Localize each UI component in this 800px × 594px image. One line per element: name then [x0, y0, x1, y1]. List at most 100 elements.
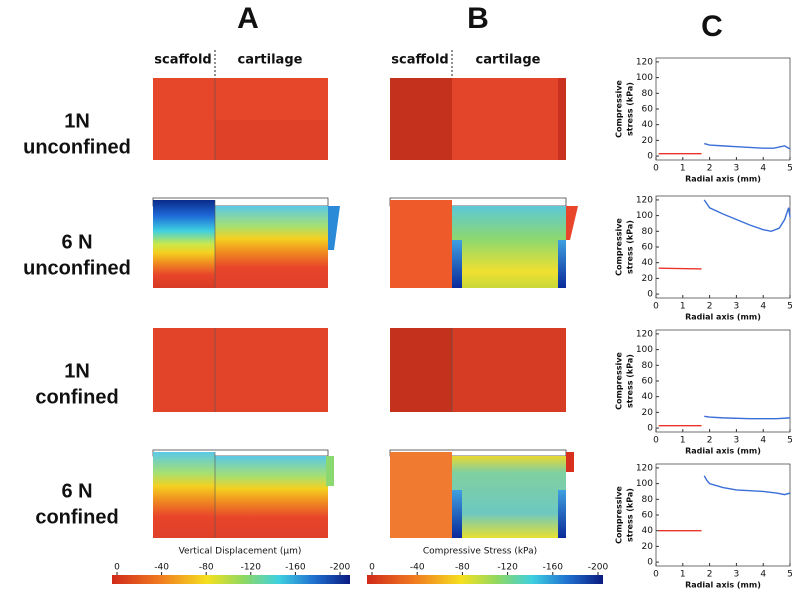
y-tick-label: 40	[642, 258, 654, 268]
field-plot	[389, 449, 574, 538]
y-tick-label: 80	[642, 227, 654, 237]
condition: 1N	[64, 360, 90, 382]
x-tick-label: 3	[734, 570, 740, 580]
y-tick-label: 60	[642, 243, 654, 253]
line-series	[658, 267, 702, 270]
x-tick-label: 3	[734, 164, 740, 174]
field-plot	[152, 197, 340, 288]
field-plot	[390, 78, 566, 160]
y-tick-label: 80	[642, 495, 654, 505]
line-series	[703, 199, 791, 233]
x-tick-label: 4	[760, 436, 766, 446]
y-tick-label: 40	[642, 392, 654, 402]
header: cartilage	[238, 53, 303, 68]
header: scaffold	[154, 53, 211, 68]
y-axis-label: stress (kPa)	[626, 488, 635, 542]
condition: 6 N	[61, 480, 92, 502]
colorbar-tick-label: -120	[497, 563, 518, 573]
y-axis-label: stress (kPa)	[626, 82, 635, 136]
condition: confined	[35, 386, 118, 408]
x-tick-label: 2	[707, 570, 713, 580]
colorbar-tick-label: -120	[241, 563, 262, 573]
y-tick-label: 100	[636, 211, 653, 221]
x-tick-label: 1	[680, 436, 686, 446]
x-tick-label: 5	[787, 436, 793, 446]
y-tick-label: 120	[636, 329, 653, 339]
field-plot	[390, 328, 566, 412]
condition: 1N	[64, 110, 90, 132]
y-axis-label: Compressive	[615, 352, 624, 410]
condition: confined	[35, 506, 118, 528]
y-tick-label: 0	[647, 290, 653, 300]
x-tick-label: 5	[787, 570, 793, 580]
colorbar-tick-label: -80	[455, 563, 470, 573]
x-tick-label: 0	[653, 436, 659, 446]
x-tick-label: 4	[760, 164, 766, 174]
y-tick-label: 120	[636, 463, 653, 473]
field-plot	[153, 328, 328, 412]
colorbar-tick-label: 0	[114, 563, 120, 573]
x-tick-label: 1	[680, 302, 686, 312]
y-tick-label: 20	[642, 408, 654, 418]
colorbar-tick-label: 0	[369, 563, 375, 573]
line-series	[703, 475, 791, 496]
panel-letter: B	[467, 2, 489, 35]
y-tick-label: 20	[642, 274, 654, 284]
y-axis-label: stress (kPa)	[626, 220, 635, 274]
plot-frame	[655, 463, 791, 567]
y-axis-label: stress (kPa)	[626, 354, 635, 408]
y-tick-label: 100	[636, 479, 653, 489]
header: cartilage	[476, 53, 541, 68]
x-tick-label: 1	[680, 570, 686, 580]
x-axis-label: Radial axis (mm)	[685, 175, 761, 184]
header: scaffold	[391, 53, 448, 68]
x-axis-label: Radial axis (mm)	[685, 447, 761, 456]
y-tick-label: 60	[642, 105, 654, 115]
x-tick-label: 4	[760, 570, 766, 580]
x-tick-label: 4	[760, 302, 766, 312]
y-tick-label: 0	[647, 424, 653, 434]
colorbar-tick-label: -200	[588, 563, 609, 573]
y-tick-label: 100	[636, 73, 653, 83]
x-axis-label: Radial axis (mm)	[685, 581, 761, 590]
y-axis-label: Compressive	[615, 486, 624, 544]
line-series	[704, 415, 791, 420]
plot-frame	[655, 195, 791, 299]
x-tick-label: 0	[653, 302, 659, 312]
y-tick-label: 100	[636, 345, 653, 355]
colorbar-tick-label: -40	[154, 563, 169, 573]
y-tick-label: 0	[647, 558, 653, 568]
y-tick-label: 60	[642, 511, 654, 521]
colorbar-tick-label: -40	[410, 563, 425, 573]
x-tick-label: 2	[707, 302, 713, 312]
field-plot	[389, 197, 578, 288]
y-tick-label: 120	[636, 57, 653, 67]
panel-letter: C	[701, 10, 723, 43]
x-tick-label: 3	[734, 436, 740, 446]
plot-frame	[655, 57, 791, 161]
panel-letter: A	[237, 2, 259, 35]
x-tick-label: 3	[734, 302, 740, 312]
field-plot	[152, 449, 334, 538]
colorbar-label: Vertical Displacement (µm)	[179, 547, 302, 557]
line-series	[704, 142, 791, 150]
field-plot	[153, 78, 328, 160]
y-tick-label: 40	[642, 526, 654, 536]
x-tick-label: 1	[680, 164, 686, 174]
x-tick-label: 5	[787, 302, 793, 312]
colorbar-tick-label: -160	[285, 563, 306, 573]
x-tick-label: 5	[787, 164, 793, 174]
colorbar	[367, 575, 603, 584]
colorbar-tick-label: -200	[330, 563, 351, 573]
y-tick-label: 20	[642, 136, 654, 146]
x-tick-label: 0	[653, 570, 659, 580]
y-tick-label: 80	[642, 361, 654, 371]
y-tick-label: 0	[647, 152, 653, 162]
y-tick-label: 120	[636, 195, 653, 205]
plot-frame	[655, 329, 791, 433]
x-axis-label: Radial axis (mm)	[685, 313, 761, 322]
x-tick-label: 2	[707, 164, 713, 174]
colorbar-tick-label: -80	[199, 563, 214, 573]
colorbar-tick-label: -160	[543, 563, 564, 573]
